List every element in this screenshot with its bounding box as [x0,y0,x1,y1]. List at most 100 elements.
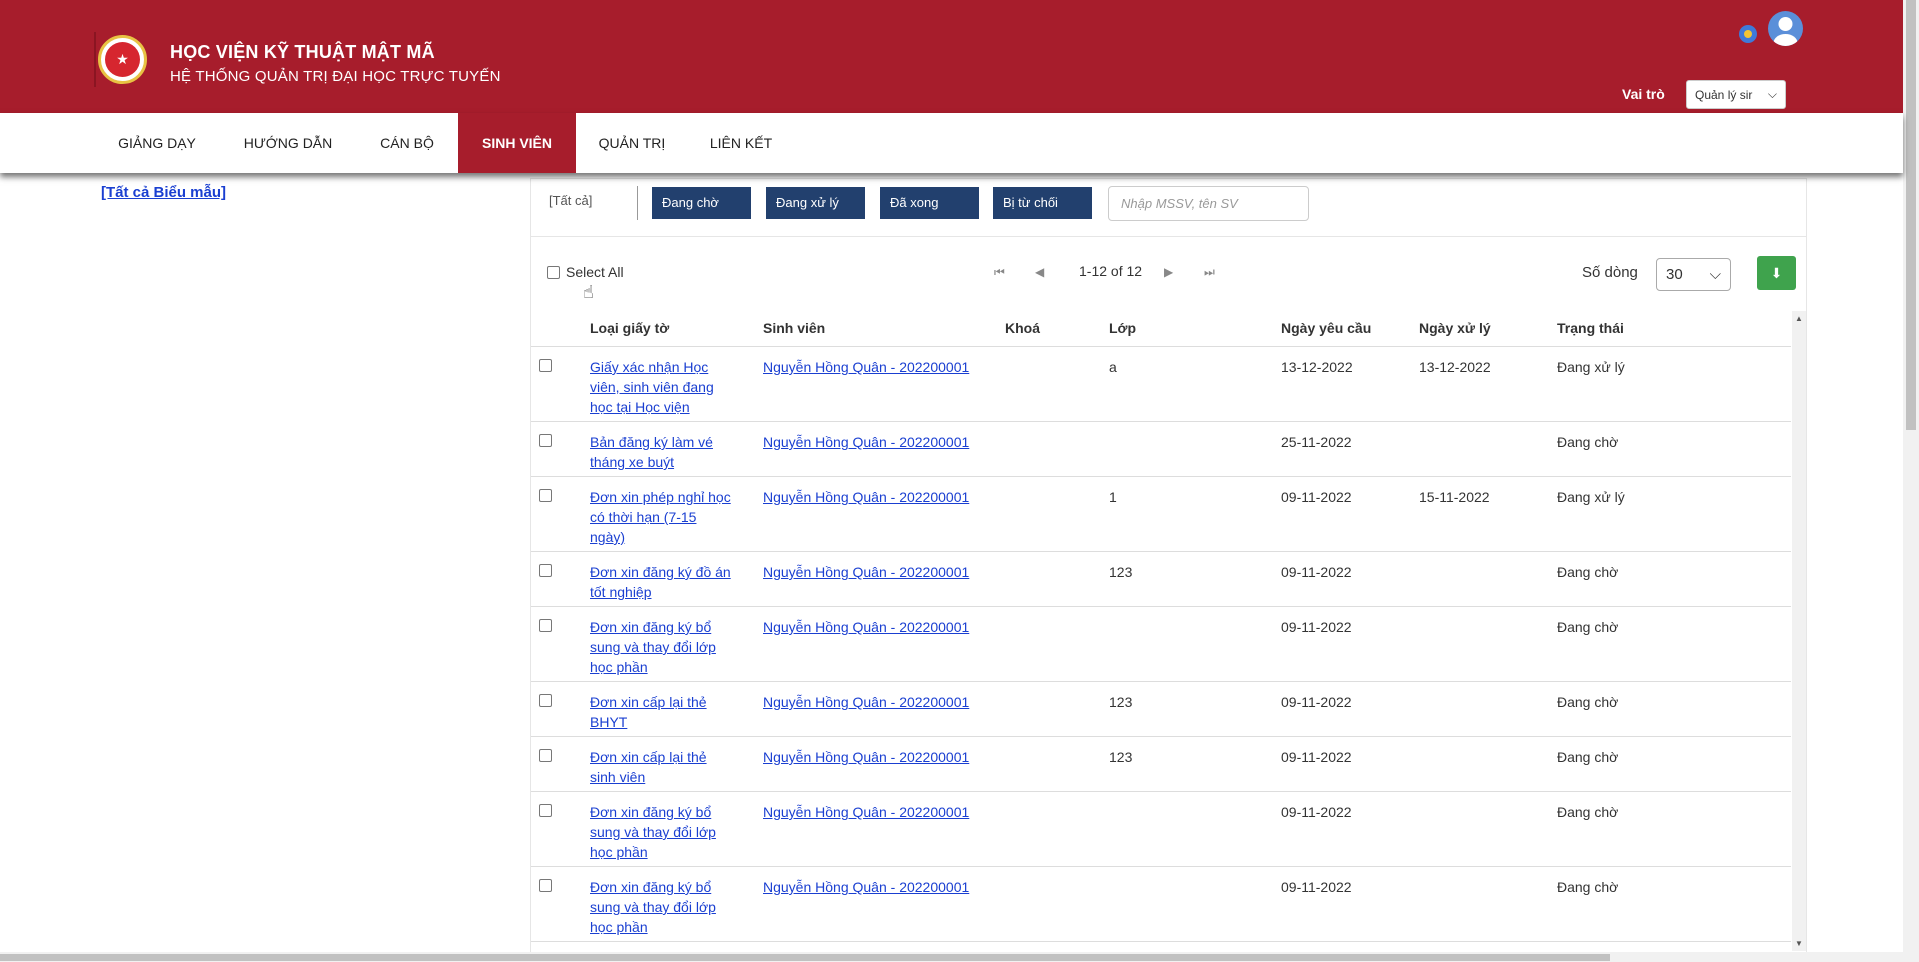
filter-rejected-button[interactable]: Bị từ chối [993,187,1092,219]
student-link[interactable]: Nguyễn Hồng Quân - 202200001 [763,749,970,765]
col-trang-thai[interactable]: Trạng thái [1557,320,1624,336]
student-link[interactable]: Nguyễn Hồng Quân - 202200001 [763,489,970,505]
status-cell: Đang chờ [1557,619,1619,635]
document-type-link[interactable]: Đơn xin đăng ký đồ án tốt nghiệp [590,562,731,602]
horizontal-scrollbar[interactable] [0,952,1903,962]
row-checkbox[interactable] [539,694,552,707]
processed-date-cell: 15-11-2022 [1419,489,1490,505]
all-forms-link[interactable]: [Tất cả Biểu mẫu] [101,184,227,201]
table-row: Đơn xin cấp lại thẻ sinh viên Nguyễn Hồng … [531,737,1791,792]
document-type-link[interactable]: Đơn xin cấp lại thẻ BHYT [590,692,707,732]
student-link[interactable]: Nguyễn Hồng Quân - 202200001 [763,804,970,820]
search-input[interactable]: Nhập MSSV, tên SV [1108,186,1309,221]
document-type-link[interactable]: Bản đăng ký làm vé tháng xe buýt [590,432,713,472]
document-type-link[interactable]: Đơn xin đăng ký bổ sung và thay đổi lớp họ… [590,877,716,937]
role-select[interactable]: Quản lý sir ⌵ [1686,80,1786,109]
document-type-link[interactable]: Đơn xin phép nghỉ học có thời hạn (7-15 ng… [590,487,731,547]
filter-processing-button[interactable]: Đang xử lý [766,187,865,219]
nav-item-can-bo[interactable]: CÁN BỘ [380,135,434,151]
row-checkbox[interactable] [539,489,552,502]
student-link[interactable]: Nguyễn Hồng Quân - 202200001 [763,564,970,580]
student-link[interactable]: Nguyễn Hồng Quân - 202200001 [763,619,970,635]
request-date-cell: 09-11-2022 [1281,489,1352,505]
lop-cell: a [1109,359,1117,375]
prev-page-icon[interactable]: ◀ [1035,265,1045,279]
filter-all[interactable]: [Tất cả] [549,193,593,208]
document-type-link[interactable]: Đơn xin đăng ký bổ sung và thay đổi lớp họ… [590,802,716,862]
page-scrollbar[interactable] [1903,0,1919,962]
filter-pending-button[interactable]: Đang chờ [652,187,751,219]
status-cell: Đang chờ [1557,749,1619,765]
document-type-line: sung và thay đổi lớp [590,899,716,915]
app-title: HỌC VIỆN KỸ THUẬT MẬT MÃ [170,42,435,62]
row-checkbox[interactable] [539,619,552,632]
scroll-down-icon[interactable]: ▼ [1795,939,1803,948]
select-all-checkbox[interactable] [547,265,560,279]
row-checkbox[interactable] [539,804,552,817]
status-cell: Đang chờ [1557,694,1619,710]
hand-cursor-icon: ☝ [583,282,594,302]
student-link[interactable]: Nguyễn Hồng Quân - 202200001 [763,359,970,375]
document-type-line: Bản đăng ký làm vé [590,434,713,450]
last-page-icon[interactable]: ⏭ [1204,265,1215,279]
document-type-link[interactable]: Đơn xin cấp lại thẻ sinh viên [590,747,707,787]
document-type-line: tháng xe buýt [590,454,675,470]
col-lop[interactable]: Lớp [1109,320,1137,336]
status-cell: Đang chờ [1557,434,1619,450]
document-type-link[interactable]: Đơn xin đăng ký bổ sung và thay đổi lớp họ… [590,617,716,677]
row-checkbox[interactable] [539,359,552,372]
status-cell: Đang chờ [1557,564,1619,580]
filter-divider [637,186,638,220]
nav-item-huong-dan[interactable]: HƯỚNG DẪN [243,135,333,151]
horizontal-scrollbar-thumb[interactable] [0,954,1610,961]
filter-done-button[interactable]: Đã xong [880,187,979,219]
document-type-link[interactable]: Giấy xác nhận Học viên, sinh viên đang học… [590,357,714,417]
next-page-icon[interactable]: ▶ [1164,265,1174,279]
row-checkbox[interactable] [539,564,552,577]
chevron-down-icon: ⌵ [1709,266,1721,283]
scroll-up-icon[interactable]: ▲ [1795,314,1803,323]
student-link[interactable]: Nguyễn Hồng Quân - 202200001 [763,694,970,710]
col-ngay-xu-ly[interactable]: Ngày xử lý [1419,320,1491,336]
app-subtitle: HỆ THỐNG QUẢN TRỊ ĐẠI HỌC TRỰC TUYẾN [170,68,501,85]
page-scrollbar-thumb[interactable] [1906,0,1916,430]
document-type-line: BHYT [590,714,628,730]
student-link[interactable]: Nguyễn Hồng Quân - 202200001 [763,434,970,450]
lop-cell: 123 [1109,694,1133,710]
main-nav: GIẢNG DẠY HƯỚNG DẪN CÁN BỘ SINH VIÊN QUẢ… [0,113,1903,173]
nav-item-quan-tri[interactable]: QUẢN TRỊ [598,135,666,151]
row-checkbox[interactable] [539,879,552,892]
nav-item-sinh-vien[interactable]: SINH VIÊN [458,113,576,173]
table-row: Giấy xác nhận Học viên, sinh viên đang học… [531,347,1791,422]
user-avatar[interactable] [1768,11,1803,46]
table-row: Đơn xin đăng ký đồ án tốt nghiệp Nguyễn Hồ… [531,552,1791,607]
nav-item-lien-ket[interactable]: LIÊN KẾT [709,135,773,151]
rows-select[interactable]: 30 ⌵ [1656,258,1731,291]
document-type-line: sung và thay đổi lớp [590,824,716,840]
academy-logo[interactable]: ★ [98,35,147,84]
table-row: Đơn xin đăng ký bổ sung và thay đổi lớp họ… [531,607,1791,682]
user-icon [1773,17,1798,46]
download-button[interactable]: ⬇ [1757,256,1796,290]
student-link[interactable]: Nguyễn Hồng Quân - 202200001 [763,879,970,895]
col-khoa[interactable]: Khoá [1005,320,1040,336]
gear-icon[interactable] [1736,22,1760,46]
first-page-icon[interactable]: ⏮ [994,265,1005,279]
select-all[interactable]: Select All [547,264,624,280]
document-type-line: tốt nghiệp [590,584,652,600]
table-header: Loại giấy tờ Sinh viên Khoá Lớp Ngày yêu… [531,310,1791,347]
col-ngay-yeu-cau[interactable]: Ngày yêu cầu [1281,320,1372,336]
row-checkbox[interactable] [539,749,552,762]
document-type-line: học phần [590,919,648,935]
row-checkbox[interactable] [539,434,552,447]
document-type-line: viên, sinh viên đang [590,379,714,395]
table-scrollbar[interactable]: ▲ ▼ [1792,311,1806,951]
document-type-line: Đơn xin phép nghỉ học [590,489,731,505]
col-sinh-vien[interactable]: Sinh viên [763,320,826,336]
lop-cell: 123 [1109,564,1133,580]
request-date-cell: 25-11-2022 [1281,434,1352,450]
col-loai-giay-to[interactable]: Loại giấy tờ [590,320,670,336]
document-type-line: sinh viên [590,769,646,785]
nav-item-giang-day[interactable]: GIẢNG DẠY [118,135,196,151]
logo-divider [94,32,96,87]
